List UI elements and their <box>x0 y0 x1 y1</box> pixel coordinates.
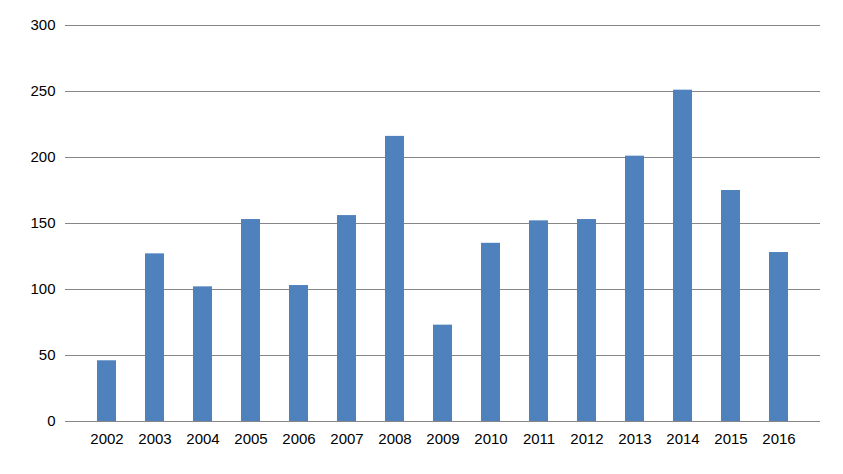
svg-text:200: 200 <box>30 148 55 165</box>
svg-text:2003: 2003 <box>138 430 171 447</box>
svg-text:2013: 2013 <box>618 430 651 447</box>
svg-text:2015: 2015 <box>714 430 747 447</box>
svg-text:2002: 2002 <box>90 430 123 447</box>
svg-text:2016: 2016 <box>762 430 795 447</box>
svg-text:2008: 2008 <box>378 430 411 447</box>
svg-text:2005: 2005 <box>234 430 267 447</box>
svg-text:2007: 2007 <box>330 430 363 447</box>
svg-text:50: 50 <box>39 346 56 363</box>
svg-text:0: 0 <box>47 412 55 429</box>
svg-text:2011: 2011 <box>523 430 555 447</box>
svg-text:2010: 2010 <box>474 430 507 447</box>
svg-text:250: 250 <box>30 82 55 99</box>
svg-text:2006: 2006 <box>282 430 315 447</box>
svg-text:2014: 2014 <box>666 430 699 447</box>
svg-text:100: 100 <box>30 280 55 297</box>
svg-text:2004: 2004 <box>186 430 219 447</box>
svg-text:2012: 2012 <box>570 430 603 447</box>
svg-text:150: 150 <box>30 214 55 231</box>
svg-text:2009: 2009 <box>426 430 459 447</box>
svg-text:300: 300 <box>30 16 55 33</box>
